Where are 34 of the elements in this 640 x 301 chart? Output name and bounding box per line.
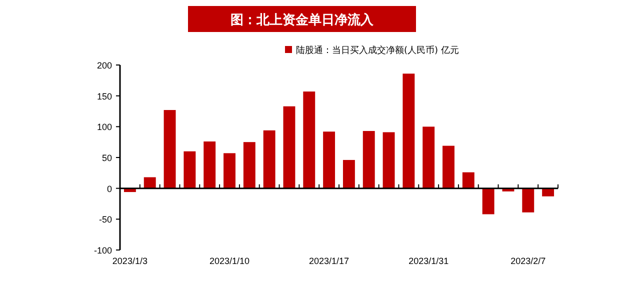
bar xyxy=(402,74,415,188)
bar xyxy=(144,177,156,188)
bar xyxy=(462,172,474,188)
bar xyxy=(204,141,216,188)
bar xyxy=(184,151,196,188)
bar xyxy=(442,146,454,188)
x-tick-label: 2023/1/3 xyxy=(112,256,148,266)
bar xyxy=(164,110,176,188)
bar xyxy=(482,188,494,214)
y-tick-label: 100 xyxy=(96,122,112,132)
x-tick-label: 2023/1/31 xyxy=(408,256,449,266)
y-tick-label: 0 xyxy=(106,184,112,194)
bar xyxy=(342,160,355,188)
bar xyxy=(362,130,375,188)
bar xyxy=(522,188,534,212)
y-tick-label: -100 xyxy=(94,246,112,256)
x-tick-label: 2023/1/17 xyxy=(309,256,350,266)
bar xyxy=(422,126,435,188)
bar xyxy=(542,188,554,196)
chart-title: 图：北上资金单日净流入 xyxy=(230,12,374,28)
y-tick-label: 150 xyxy=(96,91,112,102)
x-tick-label: 2023/2/7 xyxy=(510,256,546,266)
bar xyxy=(243,142,256,188)
bar xyxy=(224,153,236,188)
y-tick-label: 200 xyxy=(96,60,112,70)
legend-label: 陆股通：当日买入成交净额(人民币) 亿元 xyxy=(296,45,459,56)
bar xyxy=(263,130,276,188)
x-tick-label: 2023/1/10 xyxy=(209,256,250,266)
bar xyxy=(303,92,316,188)
y-tick-label: 50 xyxy=(102,153,112,163)
bar xyxy=(382,132,395,188)
bar xyxy=(323,132,336,188)
y-tick-label: -50 xyxy=(98,214,112,225)
bar xyxy=(283,106,296,188)
